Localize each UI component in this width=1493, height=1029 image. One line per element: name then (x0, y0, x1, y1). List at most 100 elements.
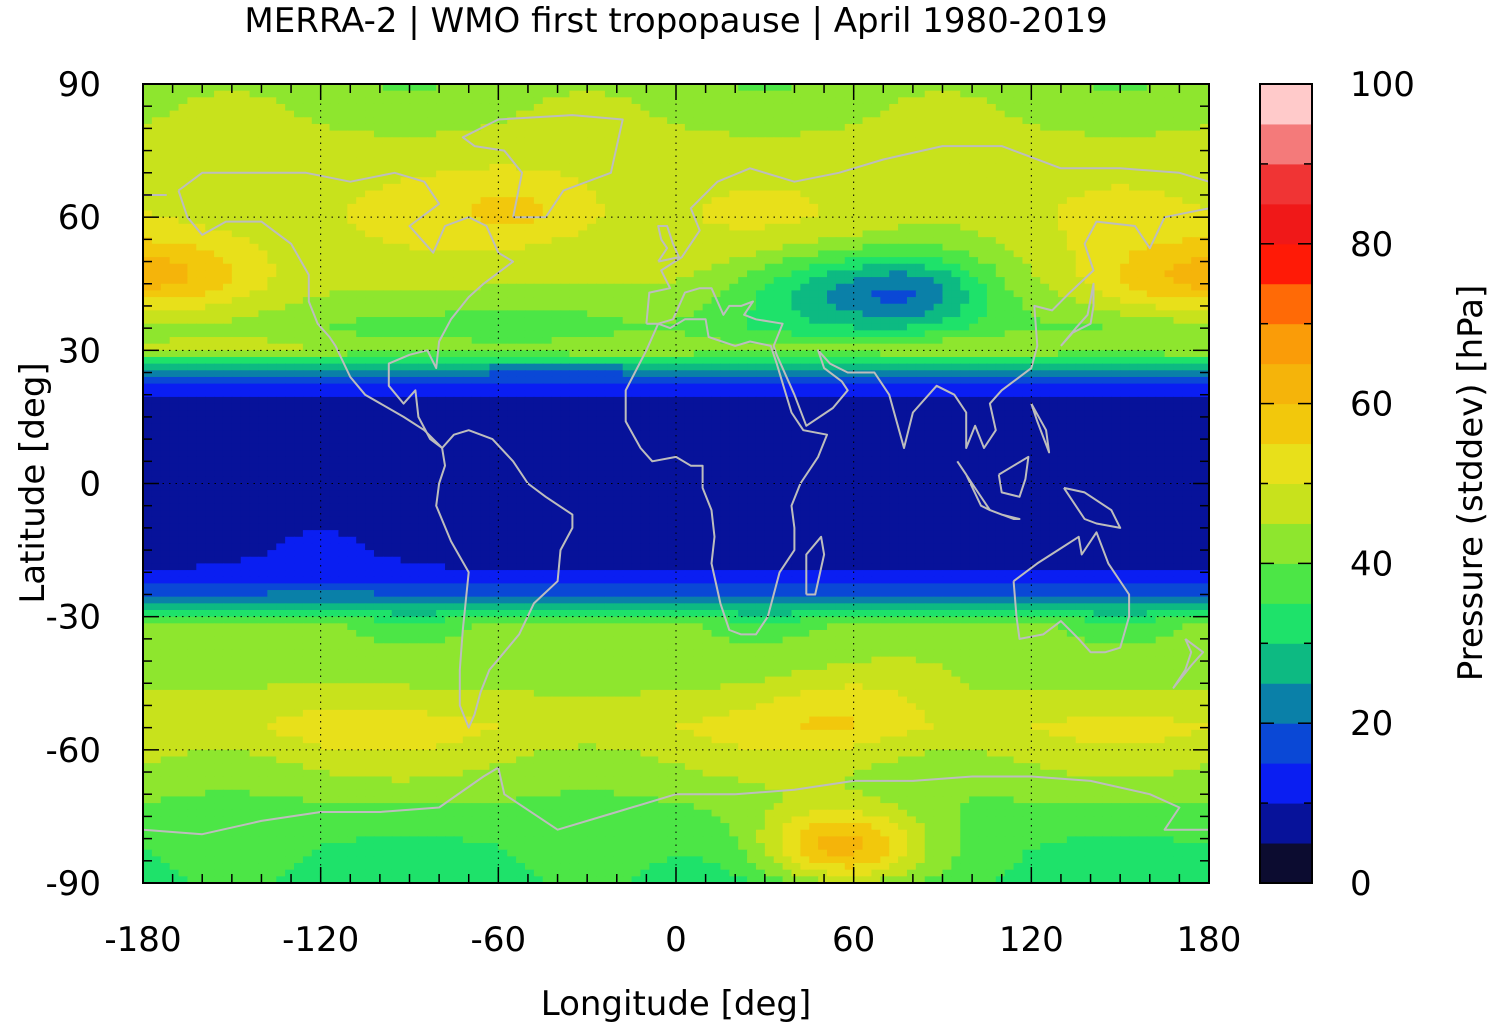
heatmap-cell (889, 150, 899, 158)
heatmap-cell (711, 356, 722, 365)
heatmap-cell (507, 97, 517, 105)
heatmap-cell (889, 217, 899, 225)
heatmap-cell (1066, 177, 1077, 185)
heatmap-cell (1031, 257, 1041, 265)
heatmap-cell (1129, 117, 1139, 125)
heatmap-cell (862, 197, 873, 205)
heatmap-cell (587, 343, 597, 351)
heatmap-cell (951, 84, 961, 92)
heatmap-cell (853, 237, 864, 245)
heatmap-cell (587, 290, 597, 298)
heatmap-cell (622, 257, 633, 265)
heatmap-cell (995, 317, 1006, 325)
heatmap-cell (1093, 223, 1103, 232)
heatmap-cell (1200, 350, 1210, 358)
heatmap-cell (764, 237, 775, 245)
heatmap-cell (551, 337, 562, 345)
heatmap-cell (676, 143, 686, 152)
heatmap-cell (578, 237, 588, 245)
heatmap-cell (1182, 317, 1192, 325)
heatmap-cell (1120, 243, 1130, 252)
heatmap-cell (427, 123, 437, 132)
heatmap-cell (569, 217, 579, 225)
heatmap-cell (143, 323, 153, 331)
heatmap-cell (311, 110, 322, 118)
heatmap-cell (693, 177, 704, 185)
heatmap-cell (1155, 250, 1166, 258)
heatmap-cell (631, 130, 642, 138)
heatmap-cell (978, 103, 988, 112)
heatmap-cell (205, 217, 215, 225)
heatmap-cell (1146, 317, 1157, 325)
heatmap-cell (365, 343, 375, 351)
heatmap-cell (187, 157, 197, 165)
heatmap-cell (373, 270, 384, 278)
heatmap-cell (222, 190, 233, 198)
heatmap-cell (1022, 270, 1032, 278)
heatmap-cell (969, 230, 979, 238)
heatmap-cell (480, 317, 491, 325)
heatmap-cell (924, 230, 935, 238)
heatmap-cell (791, 310, 801, 318)
heatmap-cell (631, 97, 642, 105)
heatmap-cell (231, 183, 242, 192)
heatmap-cell (596, 230, 606, 238)
heatmap-cell (676, 170, 686, 178)
heatmap-cell (498, 203, 508, 212)
heatmap-cell (693, 170, 704, 178)
heatmap-cell (1084, 337, 1095, 345)
heatmap-cell (178, 343, 189, 351)
heatmap-cell (489, 243, 499, 252)
heatmap-cell (285, 137, 295, 145)
heatmap-cell (151, 150, 162, 158)
heatmap-cell (844, 223, 855, 232)
heatmap-cell (533, 297, 544, 305)
heatmap-cell (1111, 297, 1121, 305)
heatmap-cell (649, 277, 659, 285)
heatmap-cell (604, 210, 615, 218)
heatmap-cell (1013, 150, 1024, 158)
heatmap-cell (507, 203, 517, 212)
heatmap-cell (462, 210, 473, 218)
heatmap-cell (827, 337, 837, 345)
heatmap-cell (951, 243, 961, 252)
heatmap-cell (347, 330, 357, 338)
heatmap-cell (604, 350, 615, 358)
heatmap-cell (356, 277, 366, 285)
heatmap-cell (1049, 157, 1059, 165)
heatmap-cell (596, 97, 606, 105)
heatmap-cell (418, 263, 428, 272)
heatmap-cell (809, 130, 819, 138)
heatmap-cell (1146, 297, 1157, 305)
heatmap-cell (391, 90, 402, 98)
heatmap-cell (445, 117, 455, 125)
heatmap-cell (898, 277, 908, 285)
heatmap-cell (835, 110, 846, 118)
heatmap-cell (809, 317, 819, 325)
heatmap-cell (205, 110, 215, 118)
heatmap-cell (676, 350, 686, 358)
heatmap-cell (747, 123, 757, 132)
heatmap-cell (347, 350, 357, 358)
heatmap-cell (1155, 217, 1166, 225)
heatmap-cell (951, 97, 961, 105)
heatmap-cell (1182, 297, 1192, 305)
heatmap-cell (1031, 297, 1041, 305)
heatmap-cell (356, 330, 366, 338)
heatmap-cell (818, 277, 828, 285)
heatmap-cell (169, 190, 180, 198)
heatmap-cell (160, 130, 171, 138)
heatmap-cell (222, 237, 233, 245)
heatmap-cell (569, 190, 579, 198)
heatmap-cell (613, 310, 624, 318)
heatmap-cell (658, 110, 668, 118)
heatmap-cell (693, 157, 704, 165)
heatmap-cell (542, 243, 553, 252)
heatmap-cell (631, 183, 642, 192)
heatmap-cell (1031, 197, 1041, 205)
heatmap-cell (951, 237, 961, 245)
heatmap-cell (294, 263, 304, 272)
heatmap-cell (720, 117, 730, 125)
heatmap-cell (507, 303, 517, 311)
heatmap-cell (844, 310, 855, 318)
